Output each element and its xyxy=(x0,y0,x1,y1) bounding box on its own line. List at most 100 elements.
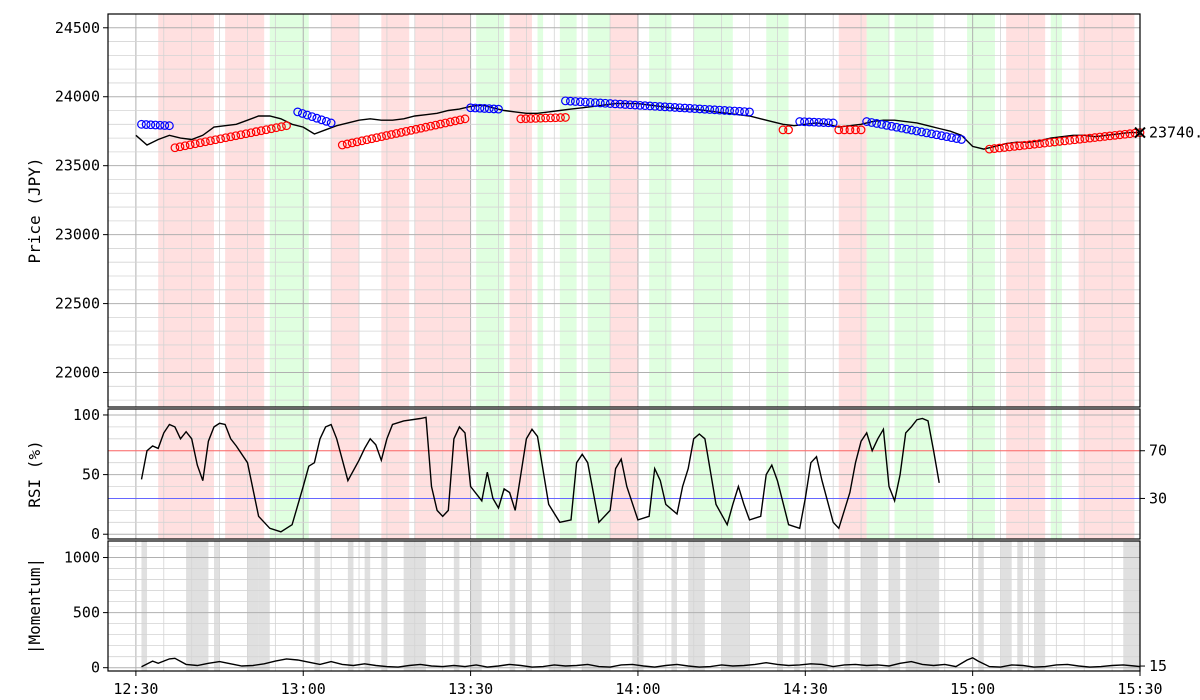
buy-circles-marker xyxy=(445,117,455,127)
momentum-band xyxy=(1017,541,1023,671)
buy-circles-marker xyxy=(1065,135,1075,145)
momentum-band xyxy=(141,541,148,671)
buy-circles-marker xyxy=(211,135,220,145)
buy-circles-marker xyxy=(995,143,1004,153)
buy-circles-marker xyxy=(536,113,546,123)
sell-circles-marker xyxy=(902,124,911,134)
sell-circles-marker xyxy=(795,117,805,126)
buy-circles-marker xyxy=(347,138,357,148)
sell-circles-marker xyxy=(809,117,819,127)
sell-circles-marker xyxy=(615,99,625,109)
buy-circles-marker xyxy=(778,125,788,135)
sell-zone-band xyxy=(838,14,867,407)
sell-circles-marker xyxy=(164,121,174,131)
sell-zone-band xyxy=(158,14,214,407)
buy-circles-marker xyxy=(357,136,367,146)
momentum-band xyxy=(453,541,460,671)
momentum-band xyxy=(258,541,270,671)
y-tick-label: 500 xyxy=(73,604,100,622)
momentum-band xyxy=(213,541,220,671)
buy-circles-marker xyxy=(216,134,225,144)
buy-circles-marker xyxy=(185,140,195,150)
momentum-band xyxy=(186,541,209,671)
buy-circles-marker xyxy=(561,113,570,122)
buy-circles-marker xyxy=(455,115,465,125)
sell-circles-marker xyxy=(650,101,660,111)
buy-circles-marker xyxy=(391,129,401,138)
buy-zone-band xyxy=(649,409,672,539)
sell-circles-marker xyxy=(710,105,720,115)
sell-circles-marker xyxy=(635,100,645,110)
sell-circles-marker xyxy=(146,120,156,130)
buy-circles-marker xyxy=(180,141,190,151)
y-tick-label: 23500 xyxy=(55,157,100,175)
buy-circles-marker xyxy=(1075,134,1085,144)
y-axis-label: Price (JPY) xyxy=(25,158,44,264)
sell-circles-marker xyxy=(494,104,503,114)
x-axis: 12:30 13:00 13:30 14:00 14:30 15:00 15:30 xyxy=(113,671,1163,698)
momentum-band xyxy=(347,541,354,671)
buy-circles-marker xyxy=(226,132,236,142)
sell-circles-marker xyxy=(561,96,570,106)
sell-zone-band xyxy=(331,409,360,539)
sell-circles-marker xyxy=(942,132,951,142)
buy-circles-marker xyxy=(406,125,416,135)
buy-circles-marker xyxy=(261,125,271,135)
buy-circles-marker xyxy=(856,125,866,135)
buy-zone-band xyxy=(559,409,577,539)
buy-circles-marker xyxy=(367,134,377,144)
buy-zone-band xyxy=(476,14,505,407)
sell-circles-marker xyxy=(947,133,956,142)
sell-circles-marker xyxy=(160,121,170,130)
momentum-band xyxy=(861,541,878,671)
sell-circles-marker xyxy=(887,121,897,131)
sell-circles-marker xyxy=(819,118,829,127)
buy-zone-band xyxy=(894,14,934,407)
sell-circles-marker xyxy=(590,98,600,108)
buy-circles-marker xyxy=(377,132,386,142)
y-tick-label: 24500 xyxy=(55,19,100,37)
buy-circles-marker xyxy=(436,119,445,129)
buy-circles-marker xyxy=(1090,133,1100,142)
buy-zone-band xyxy=(967,409,995,539)
buy-zone-band xyxy=(967,14,995,407)
buy-circles-marker xyxy=(416,123,426,133)
momentum-band xyxy=(794,541,800,671)
sell-circles-marker xyxy=(730,106,739,116)
sell-circles-marker xyxy=(735,106,744,116)
buy-circles-marker xyxy=(1070,135,1080,145)
y-tick-label: 100 xyxy=(73,406,100,424)
buy-circles-marker xyxy=(251,127,261,137)
sell-zone-band xyxy=(381,14,410,407)
sell-zone-band xyxy=(610,14,638,407)
sell-circles-marker xyxy=(600,98,610,108)
buy-circles-marker xyxy=(546,113,555,123)
y-tick-label: 0 xyxy=(91,659,100,677)
sell-circles-marker xyxy=(566,96,575,106)
sell-circles-marker xyxy=(298,109,307,118)
sell-circles-marker xyxy=(480,104,489,113)
sell-circles-marker xyxy=(575,97,585,107)
x-tick-label: 15:00 xyxy=(950,680,995,698)
y-tick-label-right: 30 xyxy=(1149,489,1167,507)
momentum-line xyxy=(141,657,1141,668)
buy-circles-marker xyxy=(1005,142,1014,152)
sell-circles-marker xyxy=(475,103,485,113)
panel-frame xyxy=(107,540,1141,672)
buy-circles-marker xyxy=(206,136,215,146)
buy-circles-marker xyxy=(541,113,550,123)
buy-circles-marker xyxy=(1040,138,1050,148)
sell-circles-marker xyxy=(610,99,620,109)
y-tick-label: 22000 xyxy=(55,364,100,382)
buy-circles-marker xyxy=(834,125,844,135)
momentum-panel: 0 500 1000 15 |Momentum| xyxy=(25,540,1167,677)
buy-zone-band xyxy=(693,409,733,539)
buy-circles-marker xyxy=(1105,131,1115,141)
price-panel: 22000 22500 23000 23500 24000 24500 Price (JPY… xyxy=(25,13,1200,408)
sell-circles-marker xyxy=(570,97,580,106)
sell-circles-marker xyxy=(317,115,326,125)
buy-circles-marker xyxy=(1080,134,1090,144)
buy-circles-marker xyxy=(382,131,391,140)
buy-circles-marker xyxy=(277,122,286,132)
buy-circles-marker xyxy=(195,138,205,148)
